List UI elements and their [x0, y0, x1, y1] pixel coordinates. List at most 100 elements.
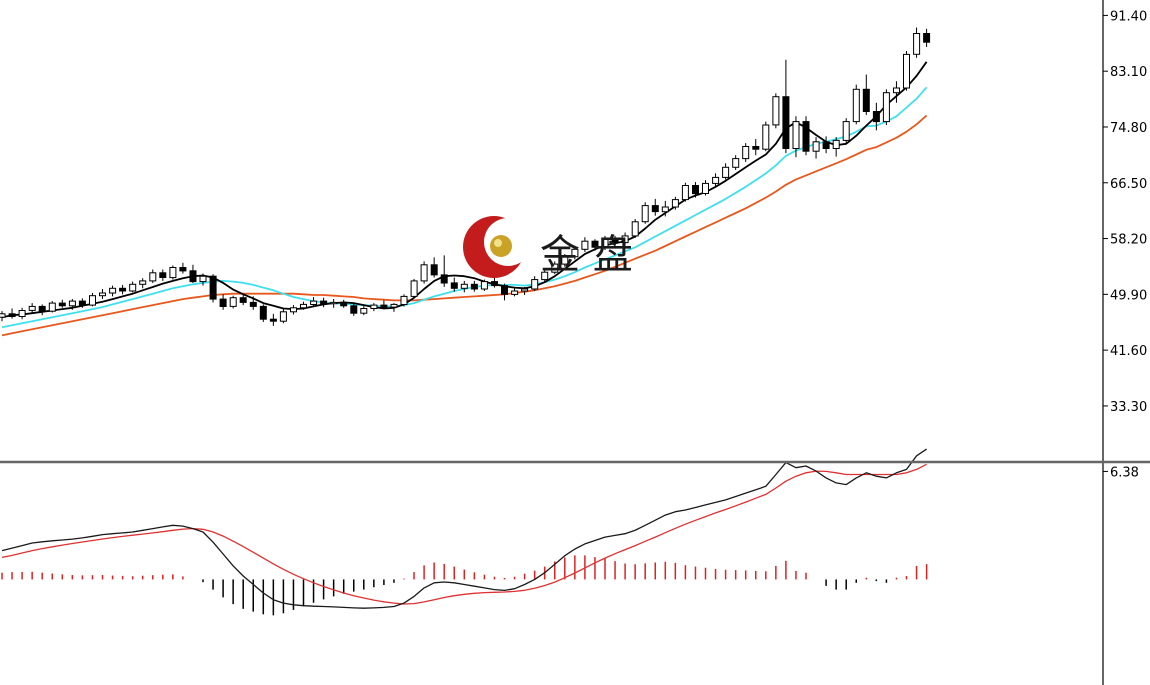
candle [903, 51, 910, 91]
candle [862, 74, 870, 115]
candle-body [390, 303, 398, 308]
candle [58, 299, 66, 308]
candle [842, 118, 850, 144]
candle [310, 297, 318, 307]
candle-body [842, 121, 850, 141]
candle [681, 182, 689, 202]
logo-ball-highlight [494, 239, 502, 247]
ma-long-line [1, 114, 928, 337]
candle-body [239, 297, 247, 303]
candle-body [119, 287, 127, 292]
candle-body [681, 185, 689, 201]
candle-body [832, 139, 840, 149]
candle-body [621, 235, 629, 244]
candle-body [913, 33, 921, 55]
candle [852, 84, 860, 125]
candle [601, 235, 609, 250]
candle-body [893, 87, 900, 94]
candle-body [541, 271, 549, 281]
candle [792, 116, 800, 158]
candle-body [692, 185, 699, 195]
candle [229, 295, 237, 309]
candle-body [491, 281, 498, 287]
candle [470, 280, 478, 292]
candle-body [99, 292, 106, 297]
candle [450, 277, 458, 292]
candle [0, 311, 6, 322]
candle [149, 269, 157, 283]
candle-body [300, 303, 307, 309]
candle-body [78, 300, 86, 306]
macd-tick-label: 6.38 [1110, 465, 1139, 480]
candle-body [139, 280, 147, 285]
candle-body [661, 206, 669, 213]
candle [702, 180, 709, 196]
candle [752, 139, 760, 156]
candle [521, 286, 529, 296]
price-tick-label: 74.80 [1110, 121, 1147, 136]
candle [360, 305, 368, 316]
candle [772, 93, 780, 129]
candle [249, 296, 257, 310]
price-tick-label: 66.50 [1110, 177, 1147, 192]
candle-body [189, 270, 197, 283]
candle-body [702, 182, 709, 194]
candle-body [310, 300, 318, 306]
candle [782, 59, 790, 154]
candle [802, 116, 810, 156]
candle-body [149, 272, 157, 282]
candle [300, 301, 307, 310]
candle [320, 297, 328, 308]
candle [89, 293, 96, 307]
candle-body [68, 300, 76, 307]
candle [109, 285, 117, 297]
candle [239, 295, 247, 306]
price-tick-label: 91.40 [1110, 9, 1147, 24]
candle-body [109, 287, 117, 294]
candle-body [470, 283, 478, 290]
candle-body [752, 146, 760, 150]
candle [68, 299, 76, 310]
candle-body [360, 308, 368, 314]
candle [511, 288, 519, 297]
watermark-logo [463, 216, 532, 278]
candle-body [430, 264, 438, 276]
candle-body [561, 256, 569, 265]
candle-body [601, 238, 609, 248]
candle-body [782, 96, 790, 149]
ma-long-layer [1, 114, 928, 337]
candle-body [219, 298, 227, 308]
candle-body [38, 305, 46, 312]
candle-body [290, 307, 297, 313]
price-tick-label: 58.20 [1110, 233, 1147, 248]
macd-dif-line [1, 448, 927, 609]
candle [581, 237, 589, 253]
candle-body [651, 205, 659, 213]
candle-body [862, 88, 870, 113]
candle [330, 299, 338, 308]
candle-body [0, 313, 6, 318]
candle [501, 283, 508, 301]
candle [732, 155, 740, 170]
candle-body [340, 301, 348, 307]
candle [832, 137, 840, 157]
candle [440, 255, 448, 287]
candle-body [792, 121, 800, 149]
candle-body [269, 318, 277, 322]
candle [692, 182, 699, 198]
candle-body [380, 304, 388, 308]
candle [430, 257, 438, 278]
candle-body [8, 313, 16, 317]
candle-body [450, 282, 458, 289]
candle-body [350, 305, 358, 314]
candle [923, 28, 931, 47]
candle [400, 294, 408, 307]
candle [119, 284, 127, 295]
candle [380, 300, 388, 310]
candle-body [762, 124, 770, 150]
candle-body [480, 281, 488, 290]
candle-body [420, 264, 428, 282]
candle [259, 304, 267, 322]
